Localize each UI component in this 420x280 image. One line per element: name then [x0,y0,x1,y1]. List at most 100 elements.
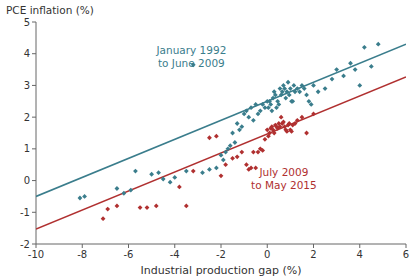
x-tick-label: -10 [28,249,44,260]
point [207,167,212,172]
x-tick [359,244,360,248]
point [300,115,305,120]
annotation: January 1992to June 2009 [155,44,226,69]
point [133,169,138,174]
point [184,204,189,209]
point [219,173,224,178]
point [357,83,362,88]
y-tick [32,22,36,23]
y-tick [32,244,36,245]
chart: -10-8-6-4-20246-2-1012345Industrial prod… [0,0,420,280]
point [330,77,335,82]
point [272,131,277,136]
points [78,42,381,221]
point [249,105,254,110]
x-tick [82,244,83,248]
point [172,175,177,180]
point [283,96,288,101]
point [304,131,309,136]
point [128,188,133,193]
x-tick-label: -2 [216,249,226,260]
point [279,115,284,120]
point [316,89,321,94]
point [311,83,316,88]
point [311,112,316,117]
y-tick-label: -2 [20,239,30,250]
point [302,86,307,91]
point [267,131,272,136]
point [221,158,226,163]
point [253,102,258,107]
point [149,172,154,177]
point [177,185,182,190]
point [290,99,295,104]
point [334,67,339,72]
point [230,131,235,136]
point [288,86,293,91]
x-tick [313,244,314,248]
point [253,165,258,170]
point [228,143,233,148]
y-tick [32,85,36,86]
x-tick [36,244,37,248]
y-tick-label: 1 [24,143,30,154]
x-tick [221,244,222,248]
point [263,137,268,142]
point [235,121,240,126]
point [207,135,212,140]
point [200,170,205,175]
point [289,129,294,134]
point [78,196,83,201]
point [244,108,249,113]
point [239,124,244,129]
point [145,205,150,210]
point [115,204,120,209]
point [219,153,224,158]
point [309,102,314,107]
y-tick-label: 4 [24,48,30,59]
point [251,150,256,155]
y-tick-label: 0 [24,175,30,186]
point [214,165,219,170]
point [138,205,143,210]
point [101,216,106,221]
x-tick-label: -8 [77,249,87,260]
y-axis-label: PCE inflation (%) [6,4,94,16]
point [348,61,353,66]
point [223,162,228,167]
point [369,64,374,69]
x-tick [267,244,268,248]
x-tick [174,244,175,248]
y-tick-label: 3 [24,80,30,91]
y-tick [32,180,36,181]
point [232,140,237,145]
point [156,170,161,175]
annotation: July 2009to May 2015 [251,166,317,191]
point [362,45,367,50]
point [287,93,292,98]
point [260,148,265,153]
x-axis-label: Industrial production gap (%) [141,264,302,277]
point [251,118,256,123]
trend-lines [36,44,406,229]
trend-line [36,77,406,229]
point [235,154,240,159]
y-axis-line [36,22,37,244]
point [258,108,263,113]
point [154,204,159,209]
point [82,194,87,199]
point [244,162,249,167]
y-tick-label: -1 [20,207,30,218]
axes: -10-8-6-4-20246-2-1012345 [20,17,409,261]
y-tick [32,53,36,54]
x-tick [128,244,129,248]
y-tick-label: 5 [24,17,30,28]
point [268,102,273,107]
point [105,207,110,212]
point [295,118,300,123]
x-tick-label: 2 [310,249,316,260]
point [376,42,381,47]
point [239,150,244,155]
point [323,86,328,91]
x-tick-label: 6 [403,249,409,260]
